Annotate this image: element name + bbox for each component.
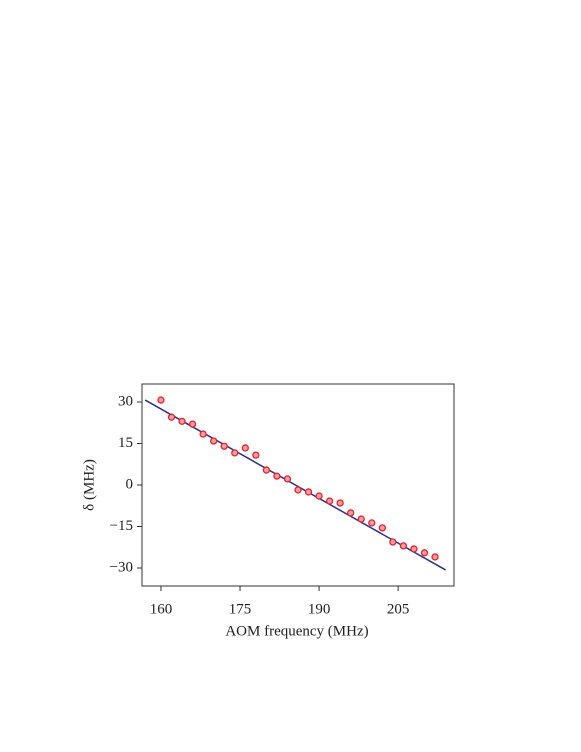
y-tick-label: −30 bbox=[110, 559, 133, 575]
data-point bbox=[252, 451, 260, 459]
y-tick-label: 0 bbox=[126, 476, 134, 492]
data-point bbox=[294, 486, 302, 494]
data-point bbox=[220, 442, 228, 450]
data-point bbox=[210, 437, 218, 445]
x-axis-label: AOM frequency (MHz) bbox=[225, 623, 368, 639]
data-point bbox=[389, 538, 397, 546]
data-point bbox=[325, 497, 334, 505]
data-point bbox=[283, 475, 292, 483]
x-tick-label: 190 bbox=[308, 601, 331, 617]
data-point bbox=[167, 413, 176, 421]
data-point bbox=[178, 417, 186, 426]
x-tick-label: 175 bbox=[229, 601, 252, 617]
x-tick-label: 160 bbox=[150, 601, 173, 617]
data-point bbox=[262, 466, 271, 474]
y-tick-label: 30 bbox=[118, 393, 133, 409]
data-point bbox=[336, 499, 344, 507]
data-point bbox=[368, 519, 376, 527]
data-point bbox=[315, 492, 323, 500]
data-point bbox=[420, 549, 429, 557]
data-point bbox=[347, 509, 355, 517]
data-point bbox=[157, 396, 165, 404]
y-axis-label: δ (MHz) bbox=[81, 459, 97, 511]
data-point bbox=[241, 444, 249, 452]
x-tick-label: 205 bbox=[387, 601, 410, 617]
data-point bbox=[231, 449, 239, 457]
data-point bbox=[357, 515, 365, 523]
data-point bbox=[378, 524, 386, 532]
data-point bbox=[199, 430, 207, 438]
data-point bbox=[273, 472, 281, 480]
plot-frame bbox=[141, 383, 455, 587]
data-point bbox=[188, 420, 197, 428]
data-point bbox=[399, 542, 408, 550]
data-point bbox=[431, 553, 439, 561]
y-tick-label: 15 bbox=[118, 435, 133, 451]
data-point bbox=[304, 488, 313, 496]
y-tick-label: −15 bbox=[110, 518, 133, 534]
data-point bbox=[410, 545, 418, 553]
